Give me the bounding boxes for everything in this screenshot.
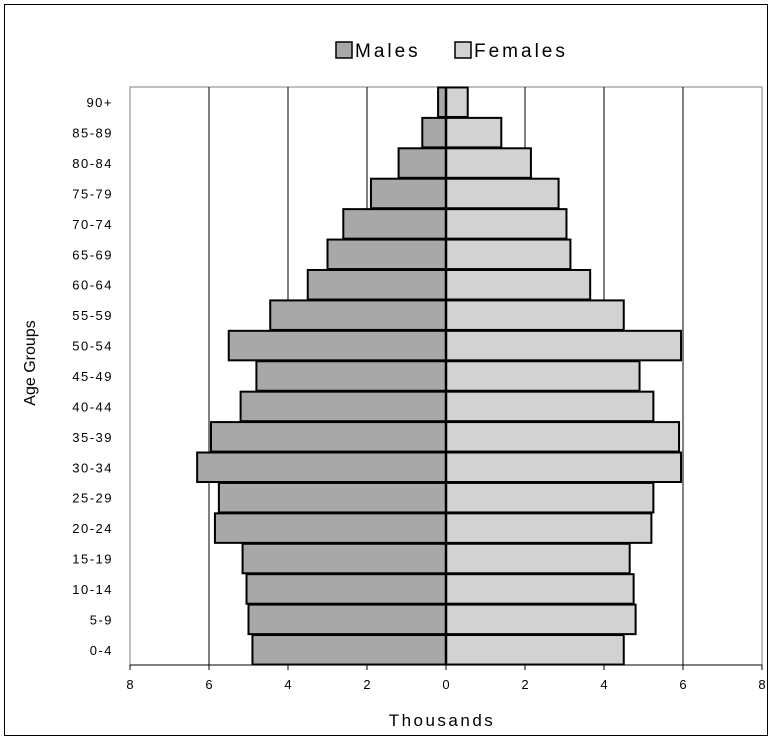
bar-females-70-74 <box>446 209 566 239</box>
y-tick-label: 75-79 <box>72 186 113 201</box>
bar-males-15-19 <box>243 544 446 574</box>
bar-males-85-89 <box>422 118 446 148</box>
y-tick-label: 90+ <box>86 95 113 110</box>
bar-males-5-9 <box>249 605 447 635</box>
chart-frame: Males Females 0-4 5-9 10-14 15-19 20-24 25-29… <box>4 4 768 736</box>
bar-females-55-59 <box>446 300 624 330</box>
x-tick-label: 8 <box>758 677 765 692</box>
bar-males-75-79 <box>371 179 446 209</box>
bar-females-80-84 <box>446 148 531 178</box>
y-axis-tick-labels: 0-4 5-9 10-14 15-19 20-24 25-29 30-34 35-39 40-4… <box>72 95 113 658</box>
y-tick-label: 0-4 <box>90 643 113 658</box>
bar-males-50-54 <box>229 331 446 361</box>
y-tick-label: 35-39 <box>72 430 113 445</box>
bar-males-35-39 <box>211 422 446 452</box>
y-tick-label: 5-9 <box>90 612 113 627</box>
bar-males-40-44 <box>241 392 446 422</box>
bar-females-60-64 <box>446 270 590 300</box>
bar-males-55-59 <box>270 300 446 330</box>
bar-females-40-44 <box>446 392 653 422</box>
bar-females-20-24 <box>446 513 651 543</box>
bar-females-75-79 <box>446 179 559 209</box>
bar-females-90+ <box>446 87 468 117</box>
y-tick-label: 80-84 <box>72 156 113 171</box>
y-tick-label: 10-14 <box>72 582 113 597</box>
y-tick-label: 45-49 <box>72 369 113 384</box>
bar-males-25-29 <box>219 483 446 513</box>
y-tick-label: 20-24 <box>72 521 113 536</box>
y-tick-label: 40-44 <box>72 399 113 414</box>
x-tick-label: 4 <box>600 677 607 692</box>
plot-area <box>130 87 762 665</box>
y-tick-label: 50-54 <box>72 339 113 354</box>
x-tick-label: 6 <box>205 677 212 692</box>
x-tick-label: 8 <box>126 677 133 692</box>
y-tick-label: 65-69 <box>72 247 113 262</box>
bar-males-30-34 <box>197 453 446 483</box>
bar-females-0-4 <box>446 635 624 665</box>
bar-females-5-9 <box>446 605 636 635</box>
y-tick-label: 55-59 <box>72 308 113 323</box>
bar-males-80-84 <box>399 148 446 178</box>
bar-males-20-24 <box>215 513 446 543</box>
y-tick-label: 85-89 <box>72 126 113 141</box>
legend-swatch-males <box>336 42 352 58</box>
x-axis-tick-labels: 8 6 4 2 0 2 4 6 8 <box>126 665 765 692</box>
y-tick-label: 15-19 <box>72 552 113 567</box>
y-tick-label: 30-34 <box>72 460 113 475</box>
bar-males-65-69 <box>328 240 447 270</box>
bar-females-45-49 <box>446 361 640 391</box>
x-axis-label: Thousands <box>389 711 496 730</box>
y-tick-label: 25-29 <box>72 491 113 506</box>
population-pyramid-chart: Males Females 0-4 5-9 10-14 15-19 20-24 25-29… <box>5 5 767 735</box>
legend-label-males: Males <box>355 41 421 62</box>
bar-males-0-4 <box>252 635 446 665</box>
y-axis-label: Age Groups <box>22 320 39 405</box>
bar-females-10-14 <box>446 574 634 604</box>
x-tick-label: 6 <box>679 677 686 692</box>
legend-swatch-females <box>455 42 471 58</box>
bar-females-35-39 <box>446 422 679 452</box>
bar-females-30-34 <box>446 453 681 483</box>
bar-females-85-89 <box>446 118 501 148</box>
legend: Males Females <box>336 41 568 62</box>
bar-males-70-74 <box>343 209 446 239</box>
x-tick-label: 0 <box>442 677 449 692</box>
bar-females-15-19 <box>446 544 630 574</box>
x-tick-label: 4 <box>284 677 291 692</box>
y-tick-label: 60-64 <box>72 278 113 293</box>
x-tick-label: 2 <box>521 677 528 692</box>
y-tick-label: 70-74 <box>72 217 113 232</box>
bar-females-50-54 <box>446 331 681 361</box>
bar-males-45-49 <box>256 361 446 391</box>
bar-females-25-29 <box>446 483 653 513</box>
legend-label-females: Females <box>474 41 568 62</box>
bar-males-60-64 <box>308 270 446 300</box>
bar-males-10-14 <box>247 574 446 604</box>
bar-females-65-69 <box>446 240 570 270</box>
x-tick-label: 2 <box>363 677 370 692</box>
